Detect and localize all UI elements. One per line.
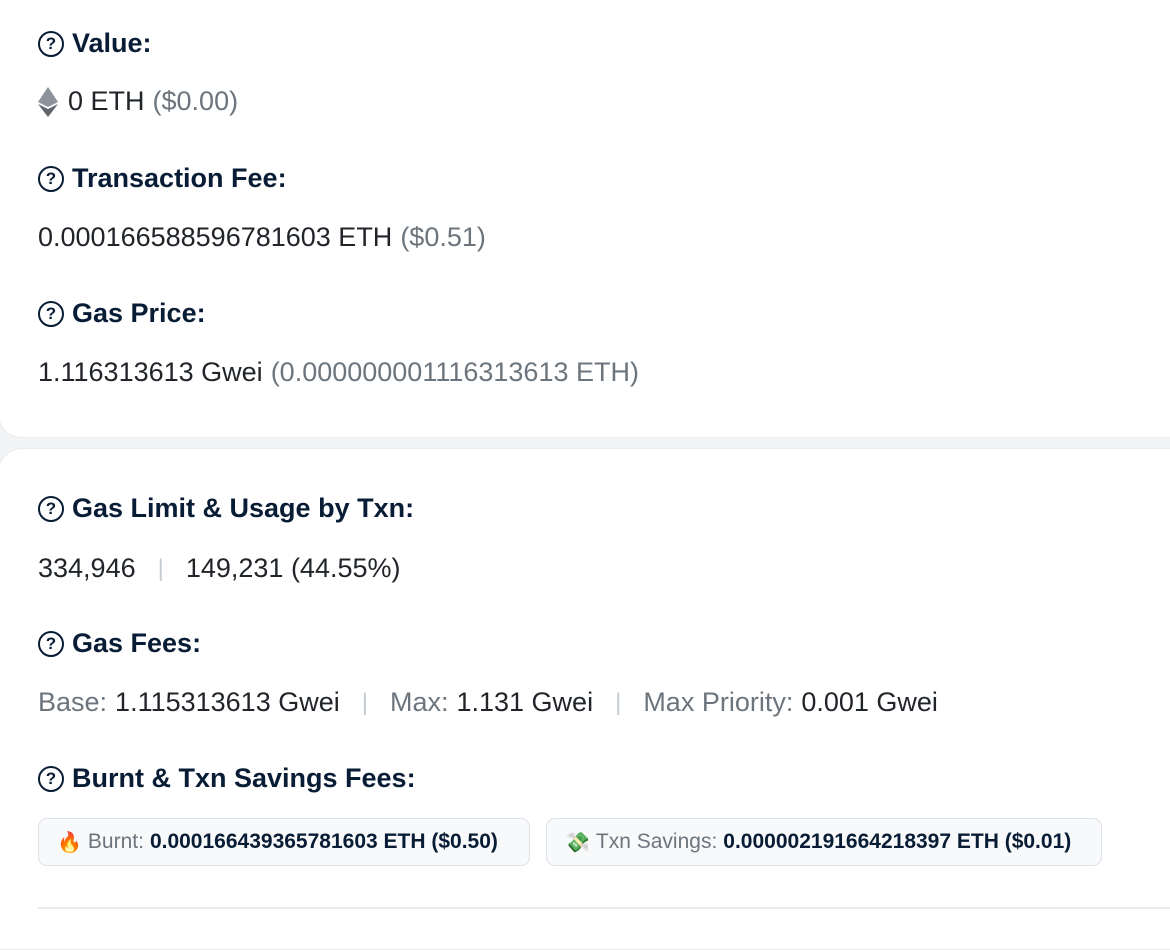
- gas-price-label-row: ? Gas Price:: [38, 298, 206, 329]
- gas-price-amount: 1.116313613 Gwei: [38, 357, 263, 387]
- question-circle-icon[interactable]: ?: [38, 630, 64, 657]
- gas-price-eth: (0.000000001116313613 ETH): [270, 357, 639, 387]
- gas-limit-label-row: ? Gas Limit & Usage by Txn:: [38, 493, 414, 524]
- gas-usage-value: 149,231 (44.55%): [185, 553, 401, 583]
- question-circle-icon[interactable]: ?: [38, 300, 64, 327]
- transaction-fee-row: 0.000166588596781603 ETH ($0.51): [38, 222, 486, 253]
- value-usd: ($0.00): [152, 86, 239, 116]
- value-label: Value:: [72, 28, 152, 58]
- txn-savings-value: 0.000002191664218397 ETH ($0.01): [723, 830, 1072, 853]
- burnt-fee-badge: 🔥 Burnt: 0.000166439365781603 ETH ($0.50…: [38, 818, 530, 866]
- gas-fees-row: Base: 1.115313613 Gwei | Max: 1.131 Gwei…: [38, 687, 938, 718]
- max-fee-value: 1.131 Gwei: [456, 687, 594, 717]
- separator: |: [361, 688, 368, 716]
- section-divider: [38, 907, 1170, 909]
- gas-limit-row: 334,946 | 149,231 (44.55%): [38, 553, 401, 584]
- value-amount: 0 ETH: [68, 86, 145, 116]
- txn-savings-badge: 💸 Txn Savings: 0.000002191664218397 ETH …: [546, 818, 1102, 866]
- transaction-overview-card: [0, 0, 1170, 438]
- base-fee-value: 1.115313613 Gwei: [115, 687, 340, 717]
- txn-savings-key: Txn Savings:: [595, 830, 718, 853]
- question-circle-icon[interactable]: ?: [38, 765, 64, 792]
- gas-details-card: [0, 448, 1170, 950]
- transaction-fee-amount: 0.000166588596781603 ETH: [38, 222, 393, 252]
- gas-price-row: 1.116313613 Gwei (0.000000001116313613 E…: [38, 357, 639, 388]
- max-priority-value: 0.001 Gwei: [801, 687, 938, 717]
- burnt-savings-label: Burnt & Txn Savings Fees:: [72, 763, 416, 793]
- gas-price-label: Gas Price:: [72, 298, 206, 328]
- transaction-fee-label: Transaction Fee:: [72, 163, 287, 193]
- value-label-row: ? Value:: [38, 28, 152, 59]
- fire-icon: 🔥: [57, 831, 82, 854]
- separator: |: [157, 554, 164, 582]
- question-circle-icon[interactable]: ?: [38, 165, 64, 192]
- base-fee-key: Base:: [38, 687, 108, 717]
- transaction-fee-usd: ($0.51): [400, 222, 486, 252]
- separator: |: [615, 688, 622, 716]
- max-priority-key: Max Priority:: [643, 687, 794, 717]
- burnt-key: Burnt:: [87, 830, 144, 853]
- gas-limit-label: Gas Limit & Usage by Txn:: [72, 493, 415, 523]
- question-circle-icon[interactable]: ?: [38, 495, 64, 522]
- value-row: 0 ETH ($0.00): [38, 86, 238, 117]
- transaction-fee-label-row: ? Transaction Fee:: [38, 163, 287, 194]
- question-circle-icon[interactable]: ?: [38, 30, 64, 57]
- max-fee-key: Max:: [389, 687, 449, 717]
- gas-limit-value: 334,946: [38, 553, 136, 583]
- gas-fees-label-row: ? Gas Fees:: [38, 628, 201, 659]
- ethereum-icon: [38, 86, 58, 117]
- burnt-savings-label-row: ? Burnt & Txn Savings Fees:: [38, 763, 416, 794]
- burnt-value: 0.000166439365781603 ETH ($0.50): [149, 830, 498, 853]
- money-with-wings-icon: 💸: [565, 831, 590, 854]
- gas-fees-label: Gas Fees:: [72, 628, 202, 658]
